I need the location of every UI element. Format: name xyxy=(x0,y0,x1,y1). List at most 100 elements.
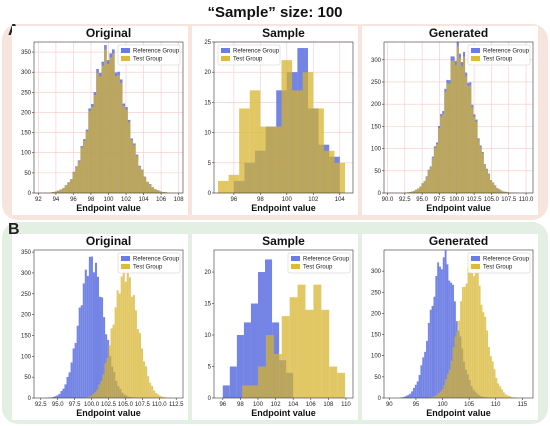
histogram-bar xyxy=(467,86,470,193)
histogram-bar xyxy=(479,147,482,193)
histogram-bar xyxy=(460,66,464,193)
y-tick-label: 10 xyxy=(204,333,211,339)
y-tick-label: 0 xyxy=(28,396,32,402)
x-tick-label: 90 xyxy=(386,402,393,408)
histogram-bar xyxy=(250,303,258,398)
chart-svg: 90.0 92.5 95.0 97.5 100.0 102.5 105.0 107.5 110.… xyxy=(371,26,534,213)
histogram-bar xyxy=(417,188,420,193)
histogram-bar xyxy=(273,353,282,398)
x-axis-label: Endpoint value xyxy=(426,203,491,213)
chart-a-generated: 90.0 92.5 95.0 97.5 100.0 102.5 105.0 107.5 110.… xyxy=(362,26,538,215)
histogram-bar xyxy=(463,56,466,193)
histogram-bar xyxy=(151,187,155,193)
y-tick-label: 150 xyxy=(21,131,32,137)
histogram-bar xyxy=(92,393,95,398)
histogram-bar xyxy=(502,392,505,398)
histogram-bar xyxy=(431,157,434,193)
y-tick-label: 150 xyxy=(371,333,382,339)
histogram-bar xyxy=(448,280,451,398)
histogram-bar xyxy=(98,76,102,193)
histogram-bar xyxy=(426,340,428,398)
chart-a-sample: 96 98 100 102 104 0 5 10 15 20 25 Sample Endpoint va… xyxy=(192,26,358,215)
y-tick-label: 0 xyxy=(378,191,382,197)
histogram-bar xyxy=(163,397,166,398)
histogram-bar xyxy=(72,172,76,193)
y-tick-label: 100 xyxy=(371,147,382,153)
histogram-bar xyxy=(334,162,346,193)
histogram-bar xyxy=(74,342,77,398)
histogram-bar xyxy=(60,391,63,398)
y-tick-label: 100 xyxy=(21,354,32,360)
histogram-bar xyxy=(442,257,445,398)
x-tick-label: 105.0 xyxy=(118,402,134,408)
x-tick-label: 104 xyxy=(335,197,346,203)
histogram-bar xyxy=(443,385,446,398)
histogram-bar xyxy=(305,309,314,398)
x-tick-label: 100 xyxy=(282,197,293,203)
histogram-bar xyxy=(297,284,306,398)
histogram-bar xyxy=(109,57,113,194)
histogram-bar xyxy=(313,108,324,193)
histogram-bar xyxy=(506,395,509,398)
histogram-bar xyxy=(126,271,129,398)
histogram-bar xyxy=(56,190,60,193)
histogram-bar xyxy=(456,46,459,193)
chart-svg: 92.5 95.0 97.5 100.0 102.5 105.0 107.5 110.0 112… xyxy=(21,234,184,418)
y-tick-label: 300 xyxy=(21,271,32,277)
histogram-bar xyxy=(403,396,406,398)
chart-svg: 90 95 100 105 110 115 0 50 100 150 200 250 300 Genera… xyxy=(371,234,534,418)
legend-box xyxy=(467,252,531,274)
chart-svg: 96 98 100 102 104 0 5 10 15 20 25 Sample Endpoint va… xyxy=(204,26,354,213)
chart-title: Sample xyxy=(262,234,305,248)
histogram-bar xyxy=(88,256,91,398)
histogram-bar xyxy=(440,116,443,193)
legend-swatch xyxy=(121,264,130,269)
histogram-bar xyxy=(96,389,99,398)
histogram-bar xyxy=(414,384,417,398)
histogram-bar xyxy=(257,272,266,398)
histogram-bar xyxy=(413,190,416,193)
histogram-bar xyxy=(143,177,147,193)
y-tick-label: 150 xyxy=(21,333,32,339)
histogram-bar xyxy=(440,269,443,398)
histogram-bar xyxy=(151,385,154,398)
histogram-bar xyxy=(323,150,335,193)
y-tick-label: 15 xyxy=(204,100,211,106)
histogram-bar xyxy=(117,75,120,193)
x-tick-label: 110.0 xyxy=(152,402,167,408)
histogram-bar xyxy=(448,369,451,398)
histogram-bar xyxy=(54,396,57,398)
histogram-bar xyxy=(98,384,101,398)
histogram-bar xyxy=(491,361,494,398)
x-tick-label: 110 xyxy=(491,402,501,408)
histogram-bar xyxy=(104,49,107,193)
histogram-bar xyxy=(88,110,91,193)
x-tick-label: 94 xyxy=(53,197,60,203)
legend-label: Test Group xyxy=(483,265,513,271)
histogram-bar xyxy=(265,335,274,398)
histogram-bar xyxy=(429,167,432,193)
histogram-bar xyxy=(250,385,258,398)
histogram-bar xyxy=(454,336,457,398)
histogram-bar xyxy=(469,85,472,193)
histogram-bar xyxy=(161,396,164,398)
histogram-bar xyxy=(489,356,492,398)
y-tick-label: 250 xyxy=(21,90,32,96)
figure-title: “Sample” size: 100 xyxy=(207,4,343,21)
histogram-bar xyxy=(156,190,160,193)
y-tick-label: 250 xyxy=(371,80,382,86)
histogram-bar xyxy=(422,357,425,398)
histogram-bar xyxy=(419,186,422,193)
chart-a-original: 92 94 96 98 100 102 104 106 108 0 50 100 150 200 250 30… xyxy=(12,26,188,215)
histogram-bar xyxy=(217,180,229,193)
histogram-bar xyxy=(471,265,474,398)
histogram-bar xyxy=(416,381,419,398)
histogram-bar xyxy=(118,293,121,398)
histogram-bar xyxy=(80,305,83,398)
legend-swatch xyxy=(221,56,230,61)
x-tick-label: 98 xyxy=(88,197,95,203)
histogram-bar xyxy=(465,283,468,398)
x-tick-label: 95.0 xyxy=(416,197,428,203)
legend-label: Test Group xyxy=(483,57,513,63)
series-test xyxy=(242,284,346,398)
